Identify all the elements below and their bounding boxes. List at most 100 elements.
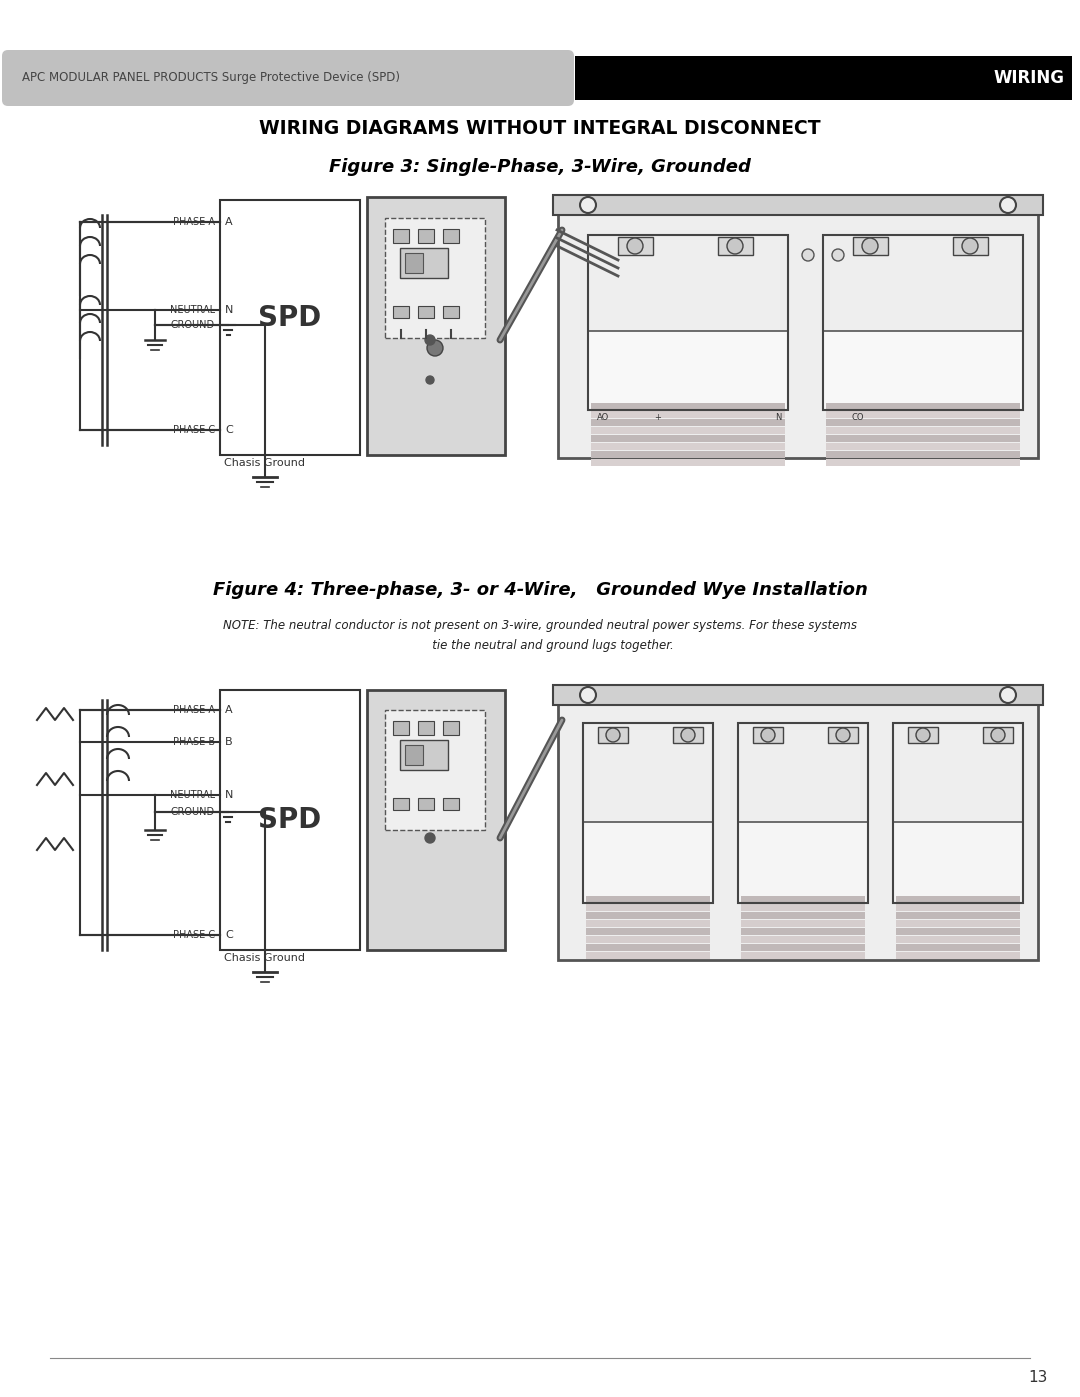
Bar [553,685,1043,705]
FancyBboxPatch shape [2,50,573,106]
Bar [220,200,360,455]
Bar [405,745,423,766]
Text: Figure 3: Single-Phase, 3-Wire, Grounded: Figure 3: Single-Phase, 3-Wire, Grounded [329,158,751,176]
Bar [393,721,409,735]
Bar [896,936,1020,943]
Bar [896,895,1020,902]
Circle shape [832,249,843,261]
Text: N: N [774,414,781,422]
Circle shape [580,687,596,703]
Bar [558,685,1038,960]
Text: NEUTRAL: NEUTRAL [170,789,215,800]
Bar [896,921,1020,928]
Bar [741,936,865,943]
Text: CO: CO [852,414,864,422]
Bar [558,196,1038,458]
Bar [826,443,1020,450]
Text: PHASE C: PHASE C [173,425,215,434]
Circle shape [727,237,743,254]
Bar [718,237,753,256]
Text: GROUND: GROUND [171,320,215,330]
Text: NEUTRAL: NEUTRAL [170,305,215,314]
Bar [741,895,865,902]
Bar [738,821,868,902]
Bar [586,921,710,928]
Bar [586,944,710,951]
Text: PHASE B: PHASE B [173,738,215,747]
Bar [586,951,710,958]
Bar [591,402,785,409]
Bar [741,944,865,951]
Text: Figure 4: Three-phase, 3- or 4-Wire,   Grounded Wye Installation: Figure 4: Three-phase, 3- or 4-Wire, Gro… [213,581,867,599]
Circle shape [836,728,850,742]
Bar [553,196,1043,215]
Text: Chasis Ground: Chasis Ground [225,953,306,963]
Bar [418,306,434,319]
Bar [826,451,1020,458]
Circle shape [426,376,434,384]
Bar [583,724,713,902]
Bar [393,798,409,810]
Bar [586,912,710,919]
Bar [908,726,939,743]
Text: GROUND: GROUND [171,807,215,817]
Bar [741,921,865,928]
Circle shape [426,833,435,842]
Text: WIRING DIAGRAMS WITHOUT INTEGRAL DISCONNECT: WIRING DIAGRAMS WITHOUT INTEGRAL DISCONN… [259,119,821,137]
Bar [893,724,1023,902]
Circle shape [1000,197,1016,212]
Bar [983,726,1013,743]
Bar [826,460,1020,467]
Bar [591,434,785,441]
Bar [588,235,788,409]
Bar [738,724,868,902]
Bar [896,951,1020,958]
Bar [896,928,1020,935]
Bar [384,710,485,830]
Bar [586,936,710,943]
Circle shape [962,237,978,254]
Bar [618,237,653,256]
Circle shape [761,728,775,742]
Text: AO: AO [597,414,609,422]
Text: PHASE A: PHASE A [173,217,215,226]
Bar [583,821,713,902]
Bar [591,451,785,458]
Bar [588,331,788,409]
Circle shape [802,249,814,261]
Bar [741,912,865,919]
Text: WIRING: WIRING [994,68,1065,87]
Bar [443,721,459,735]
Bar [443,229,459,243]
Bar [367,197,505,455]
Text: SPD: SPD [258,806,322,834]
Circle shape [681,728,696,742]
Bar [591,443,785,450]
Bar [443,306,459,319]
Bar [367,690,505,950]
Text: +: + [654,414,661,422]
Text: tie the neutral and ground lugs together.: tie the neutral and ground lugs together… [406,638,674,651]
Bar [400,249,448,278]
Bar [586,904,710,911]
Bar [586,895,710,902]
Bar [823,331,1023,409]
Bar [896,912,1020,919]
Text: N: N [225,305,233,314]
Bar [418,798,434,810]
Text: C: C [225,930,233,940]
Bar [591,427,785,434]
Bar [826,434,1020,441]
Text: Chasis Ground: Chasis Ground [225,458,306,468]
Bar [826,402,1020,409]
Bar [393,306,409,319]
Bar [826,427,1020,434]
Bar [896,944,1020,951]
Text: A: A [225,705,232,715]
Circle shape [916,728,930,742]
Bar [393,229,409,243]
Circle shape [580,197,596,212]
Text: PHASE A: PHASE A [173,705,215,715]
Bar [220,690,360,950]
Bar [893,821,1023,902]
